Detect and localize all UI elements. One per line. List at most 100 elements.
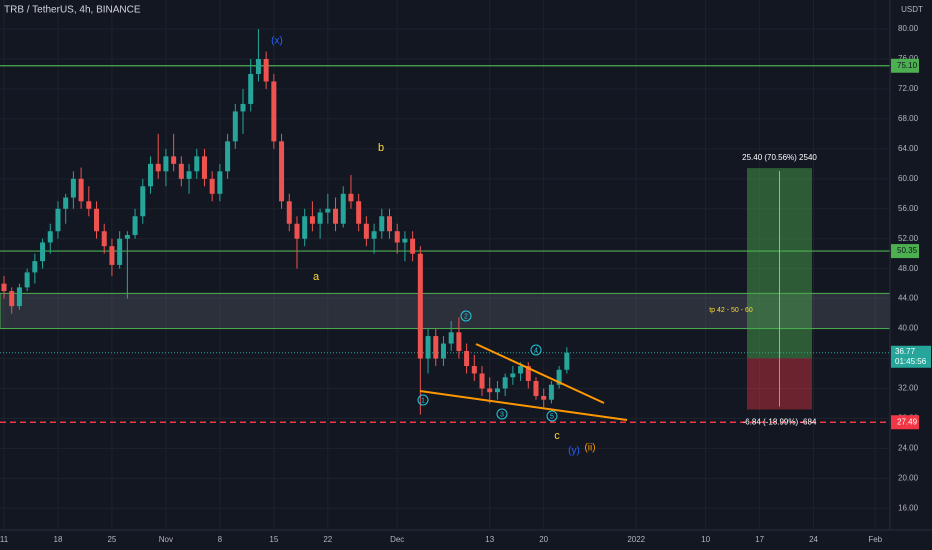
candle-body bbox=[240, 103, 246, 112]
candle-body bbox=[217, 171, 223, 194]
price-label-box bbox=[891, 345, 931, 368]
candle-body bbox=[117, 238, 123, 265]
wave-circle bbox=[417, 394, 429, 406]
candle-body bbox=[263, 59, 269, 82]
y-tick-label: 60.00 bbox=[898, 174, 919, 183]
price-label: 75.10 bbox=[897, 61, 918, 70]
candle-body bbox=[317, 212, 323, 224]
candle-body bbox=[394, 231, 400, 243]
y-tick-label: 80.00 bbox=[898, 24, 919, 33]
candle-body bbox=[1, 283, 7, 292]
candle-body bbox=[309, 216, 315, 224]
candle-body bbox=[464, 351, 470, 367]
y-tick-label: 48.00 bbox=[898, 264, 919, 273]
candle-body bbox=[24, 272, 30, 288]
wave-circle bbox=[530, 344, 542, 356]
wave-annotation[interactable]: tp 42 - 50 - 60 bbox=[709, 307, 753, 314]
candle-body bbox=[101, 231, 107, 247]
y-tick-label: 56.00 bbox=[898, 204, 919, 213]
x-tick-label: 15 bbox=[269, 535, 278, 544]
trend-line[interactable] bbox=[419, 390, 628, 421]
price-label-box bbox=[891, 244, 919, 259]
candle-body bbox=[271, 81, 277, 142]
wave-annotation[interactable]: (y) bbox=[568, 446, 580, 457]
y-tick-label: 32.00 bbox=[898, 384, 919, 393]
candle-body bbox=[556, 369, 562, 385]
candle-body bbox=[387, 216, 392, 232]
wave-number[interactable]: 2 bbox=[464, 313, 468, 320]
candle-body bbox=[425, 336, 431, 359]
y-tick-label: 76.00 bbox=[898, 54, 919, 63]
candle-body bbox=[302, 216, 308, 239]
price-label: 27.49 bbox=[897, 417, 918, 426]
candle-body bbox=[209, 178, 215, 194]
wave-number[interactable]: 1 bbox=[421, 397, 425, 404]
wave-number[interactable]: 4 bbox=[534, 347, 538, 354]
x-tick-label: 8 bbox=[218, 535, 223, 544]
candle-body bbox=[140, 186, 146, 217]
x-tick-label: 11 bbox=[0, 535, 9, 544]
candle-body bbox=[356, 201, 362, 224]
candle-body bbox=[40, 242, 46, 262]
wave-annotation[interactable]: b bbox=[378, 142, 384, 154]
candle-body bbox=[147, 163, 153, 187]
candle-body bbox=[194, 156, 200, 172]
x-tick-label: 2022 bbox=[627, 535, 645, 544]
candle-body bbox=[379, 216, 385, 232]
y-tick-label: 40.00 bbox=[898, 324, 919, 333]
candle-body bbox=[201, 156, 207, 179]
x-tick-label: 17 bbox=[755, 535, 764, 544]
candle-body bbox=[502, 377, 508, 389]
candle-body bbox=[124, 234, 130, 239]
candle-body bbox=[510, 373, 516, 378]
candle-body bbox=[78, 178, 84, 202]
candle-body bbox=[518, 366, 524, 374]
wave-number[interactable]: 5 bbox=[550, 413, 554, 420]
wave-annotation[interactable]: (ii) bbox=[584, 443, 595, 454]
countdown: 01:45:56 bbox=[895, 357, 927, 366]
zone[interactable] bbox=[0, 292, 891, 330]
candle-body bbox=[340, 193, 346, 224]
wave-annotation[interactable]: (x) bbox=[271, 36, 283, 47]
candle-body bbox=[479, 373, 485, 389]
y-tick-label: 52.00 bbox=[898, 234, 919, 243]
trend-line[interactable] bbox=[475, 343, 605, 404]
candle-body bbox=[294, 223, 300, 239]
wave-circle bbox=[496, 408, 508, 420]
candle-body bbox=[255, 59, 261, 74]
position-label: 25.40 (70.56%) 2540 bbox=[742, 153, 817, 162]
price-label-box bbox=[891, 58, 919, 73]
y-tick-label: 64.00 bbox=[898, 144, 919, 153]
wave-annotation[interactable]: c bbox=[554, 430, 560, 442]
wave-annotation[interactable]: a bbox=[313, 271, 320, 283]
y-tick-label: 24.00 bbox=[898, 443, 919, 452]
candle-body bbox=[417, 253, 423, 359]
wave-number[interactable]: 3 bbox=[500, 411, 504, 418]
candle-body bbox=[471, 366, 477, 374]
candle-body bbox=[564, 352, 570, 370]
x-tick-label: Feb bbox=[868, 535, 882, 544]
candle-body bbox=[55, 208, 61, 232]
wave-circle bbox=[546, 410, 558, 422]
x-tick-label: 24 bbox=[809, 535, 818, 544]
candle-body bbox=[548, 384, 554, 400]
candle-body bbox=[132, 216, 138, 235]
candle-body bbox=[325, 208, 331, 213]
x-tick-label: 10 bbox=[701, 535, 710, 544]
x-tick-label: 18 bbox=[54, 535, 63, 544]
candle-body bbox=[402, 238, 408, 243]
y-tick-label: 72.00 bbox=[898, 84, 919, 93]
candle-body bbox=[178, 163, 184, 179]
x-tick-label: Nov bbox=[159, 535, 173, 544]
candle-body bbox=[47, 231, 53, 243]
candle-body bbox=[363, 223, 369, 239]
candle-body bbox=[333, 208, 339, 224]
candle-body bbox=[63, 197, 69, 209]
candle-body bbox=[16, 287, 22, 307]
x-tick-label: Dec bbox=[390, 535, 404, 544]
wave-circle bbox=[460, 310, 472, 322]
candle-body bbox=[541, 395, 547, 400]
y-tick-label: 68.00 bbox=[898, 114, 919, 123]
